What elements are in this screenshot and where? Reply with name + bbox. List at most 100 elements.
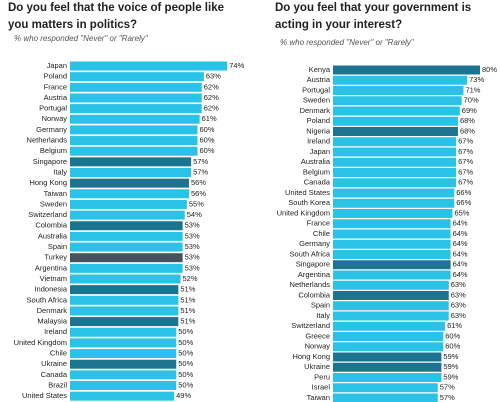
bar xyxy=(70,317,179,327)
category-label: Japan xyxy=(310,147,330,156)
category-label: Denmark xyxy=(300,106,331,115)
bar xyxy=(70,285,179,295)
chart-subtitle: % who responded "Never" or "Rarely" xyxy=(280,38,414,47)
value-label: 64% xyxy=(453,249,468,258)
category-label: Belgium xyxy=(303,167,330,176)
category-label: United Kingdom xyxy=(277,208,330,217)
bar xyxy=(333,219,451,229)
bar xyxy=(70,274,181,284)
category-label: Sweden xyxy=(40,199,67,208)
category-label: Peru xyxy=(314,372,330,381)
category-label: Greece xyxy=(305,331,330,340)
category-label: Nigeria xyxy=(306,126,331,135)
value-label: 62% xyxy=(204,93,219,102)
category-label: Ireland xyxy=(44,327,67,336)
bar xyxy=(333,157,457,167)
category-label: Argentina xyxy=(35,263,68,272)
category-label: Switzerland xyxy=(291,321,330,330)
bar xyxy=(333,229,451,239)
bar xyxy=(333,250,451,259)
value-label: 60% xyxy=(200,146,215,155)
value-label: 69% xyxy=(462,106,477,115)
bar xyxy=(333,239,451,249)
value-label: 52% xyxy=(183,274,198,283)
category-label: Denmark xyxy=(37,306,68,315)
category-label: Norway xyxy=(42,114,68,123)
category-label: South Korea xyxy=(288,198,331,207)
bar xyxy=(333,106,460,116)
category-label: Malaysia xyxy=(37,317,67,326)
bar xyxy=(70,136,198,146)
category-label: South Africa xyxy=(27,295,68,304)
category-label: United Kingdom xyxy=(14,338,67,347)
bar xyxy=(70,157,192,167)
category-label: Spain xyxy=(48,242,67,251)
value-label: 59% xyxy=(443,372,458,381)
value-label: 63% xyxy=(451,311,466,320)
bar xyxy=(333,127,458,136)
bar xyxy=(333,188,455,198)
value-label: 61% xyxy=(202,114,217,123)
category-label: Netherlands xyxy=(27,136,68,145)
category-label: Australia xyxy=(38,231,68,240)
category-label: France xyxy=(44,82,67,91)
category-label: Argentina xyxy=(298,270,331,279)
value-label: 50% xyxy=(178,338,193,347)
category-label: France xyxy=(307,219,330,228)
value-label: 64% xyxy=(453,260,468,269)
category-label: Israel xyxy=(312,383,331,392)
value-label: 64% xyxy=(453,239,468,248)
bar xyxy=(70,253,183,263)
value-label: 73% xyxy=(469,75,484,84)
category-label: Taiwan xyxy=(44,189,67,198)
value-label: 53% xyxy=(185,221,200,230)
value-label: 66% xyxy=(456,198,471,207)
bar xyxy=(70,242,183,252)
value-label: 51% xyxy=(180,317,195,326)
value-label: 66% xyxy=(456,188,471,197)
bar xyxy=(70,72,204,82)
bar xyxy=(70,349,177,359)
category-label: Italy xyxy=(316,311,330,320)
bar xyxy=(70,93,202,103)
value-label: 63% xyxy=(451,290,466,299)
bar xyxy=(333,280,449,290)
category-label: Belgium xyxy=(40,146,67,155)
bar xyxy=(70,381,177,390)
category-label: South Africa xyxy=(290,249,331,258)
bar xyxy=(70,231,183,241)
value-label: 53% xyxy=(185,242,200,251)
bar xyxy=(333,86,464,95)
value-label: 67% xyxy=(458,137,473,146)
category-label: Spain xyxy=(311,301,330,310)
value-label: 53% xyxy=(185,263,200,272)
bar xyxy=(70,82,202,92)
bar xyxy=(70,61,228,71)
value-label: 51% xyxy=(180,306,195,315)
bar xyxy=(333,311,449,321)
bar xyxy=(70,178,189,188)
value-label: 60% xyxy=(445,342,460,351)
bar xyxy=(70,114,200,124)
category-label: Colombia xyxy=(35,221,68,230)
bar xyxy=(70,125,198,135)
bar xyxy=(333,301,449,311)
bar xyxy=(333,321,446,331)
category-label: Italy xyxy=(53,167,67,176)
category-label: Norway xyxy=(305,342,331,351)
category-label: Australia xyxy=(301,157,331,166)
bar xyxy=(333,332,444,341)
bar xyxy=(333,137,457,147)
bar xyxy=(70,168,192,177)
value-label: 56% xyxy=(191,178,206,187)
value-label: 57% xyxy=(440,393,455,402)
bar xyxy=(70,221,183,231)
value-label: 70% xyxy=(464,96,479,105)
value-label: 67% xyxy=(458,167,473,176)
category-label: Poland xyxy=(44,72,67,81)
category-label: United States xyxy=(22,391,67,400)
value-label: 74% xyxy=(229,61,244,70)
bar xyxy=(333,393,438,402)
